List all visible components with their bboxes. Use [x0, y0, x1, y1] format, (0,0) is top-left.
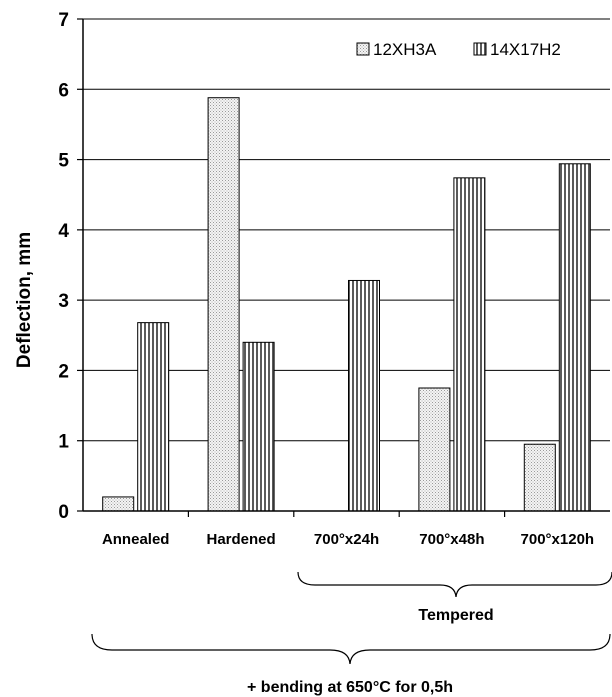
tempered-brace: [297, 571, 612, 598]
y-tick-label: 2: [58, 361, 69, 382]
legend-label-12xh3a: 12XH3A: [373, 40, 437, 59]
category-label: Annealed: [102, 531, 170, 548]
bar-12xh3a-1: [207, 97, 240, 512]
y-tick-label: 1: [58, 432, 69, 453]
bar-14x17h2-1: [242, 341, 275, 512]
bar-12xh3a-0: [102, 496, 135, 512]
bending-brace: [91, 633, 611, 665]
bar-12xh3a-4: [523, 443, 556, 512]
y-tick-labels: 0 1 2 3 4 5 6 7: [58, 10, 83, 523]
y-tick-label: 4: [58, 221, 69, 242]
bar-14x17h2-2: [348, 279, 380, 512]
category-labels: Annealed Hardened 700°x24h 700°x48h 700°x120…: [102, 531, 594, 548]
grid-lines: [83, 18, 610, 442]
category-label: Hardened: [207, 531, 276, 548]
bar-14x17h2-4: [558, 163, 591, 512]
y-tick-label: 7: [58, 10, 69, 31]
y-tick-label: 5: [58, 151, 69, 172]
legend-swatch-12xh3a: [356, 42, 370, 56]
legend-label-14x17h2: 14X17H2: [490, 40, 561, 59]
y-tick-label: 0: [58, 502, 69, 523]
y-axis-title: Deflection, mm: [14, 232, 35, 368]
bar-14x17h2-3: [453, 177, 486, 512]
bending-label: + bending at 650°C for 0,5h: [247, 679, 453, 696]
legend: 12XH3A 14X17H2: [356, 40, 561, 59]
axes: [82, 19, 610, 517]
y-tick-label: 3: [58, 291, 69, 312]
bar-14x17h2-0: [137, 322, 170, 512]
tempered-label: Tempered: [418, 607, 493, 624]
legend-swatch-14x17h2: [473, 42, 487, 56]
category-label: 700°x48h: [419, 531, 484, 548]
y-tick-label: 6: [58, 80, 69, 101]
category-label: 700°x120h: [521, 531, 595, 548]
category-label: 700°x24h: [314, 531, 379, 548]
bar-12xh3a-3: [418, 387, 451, 512]
